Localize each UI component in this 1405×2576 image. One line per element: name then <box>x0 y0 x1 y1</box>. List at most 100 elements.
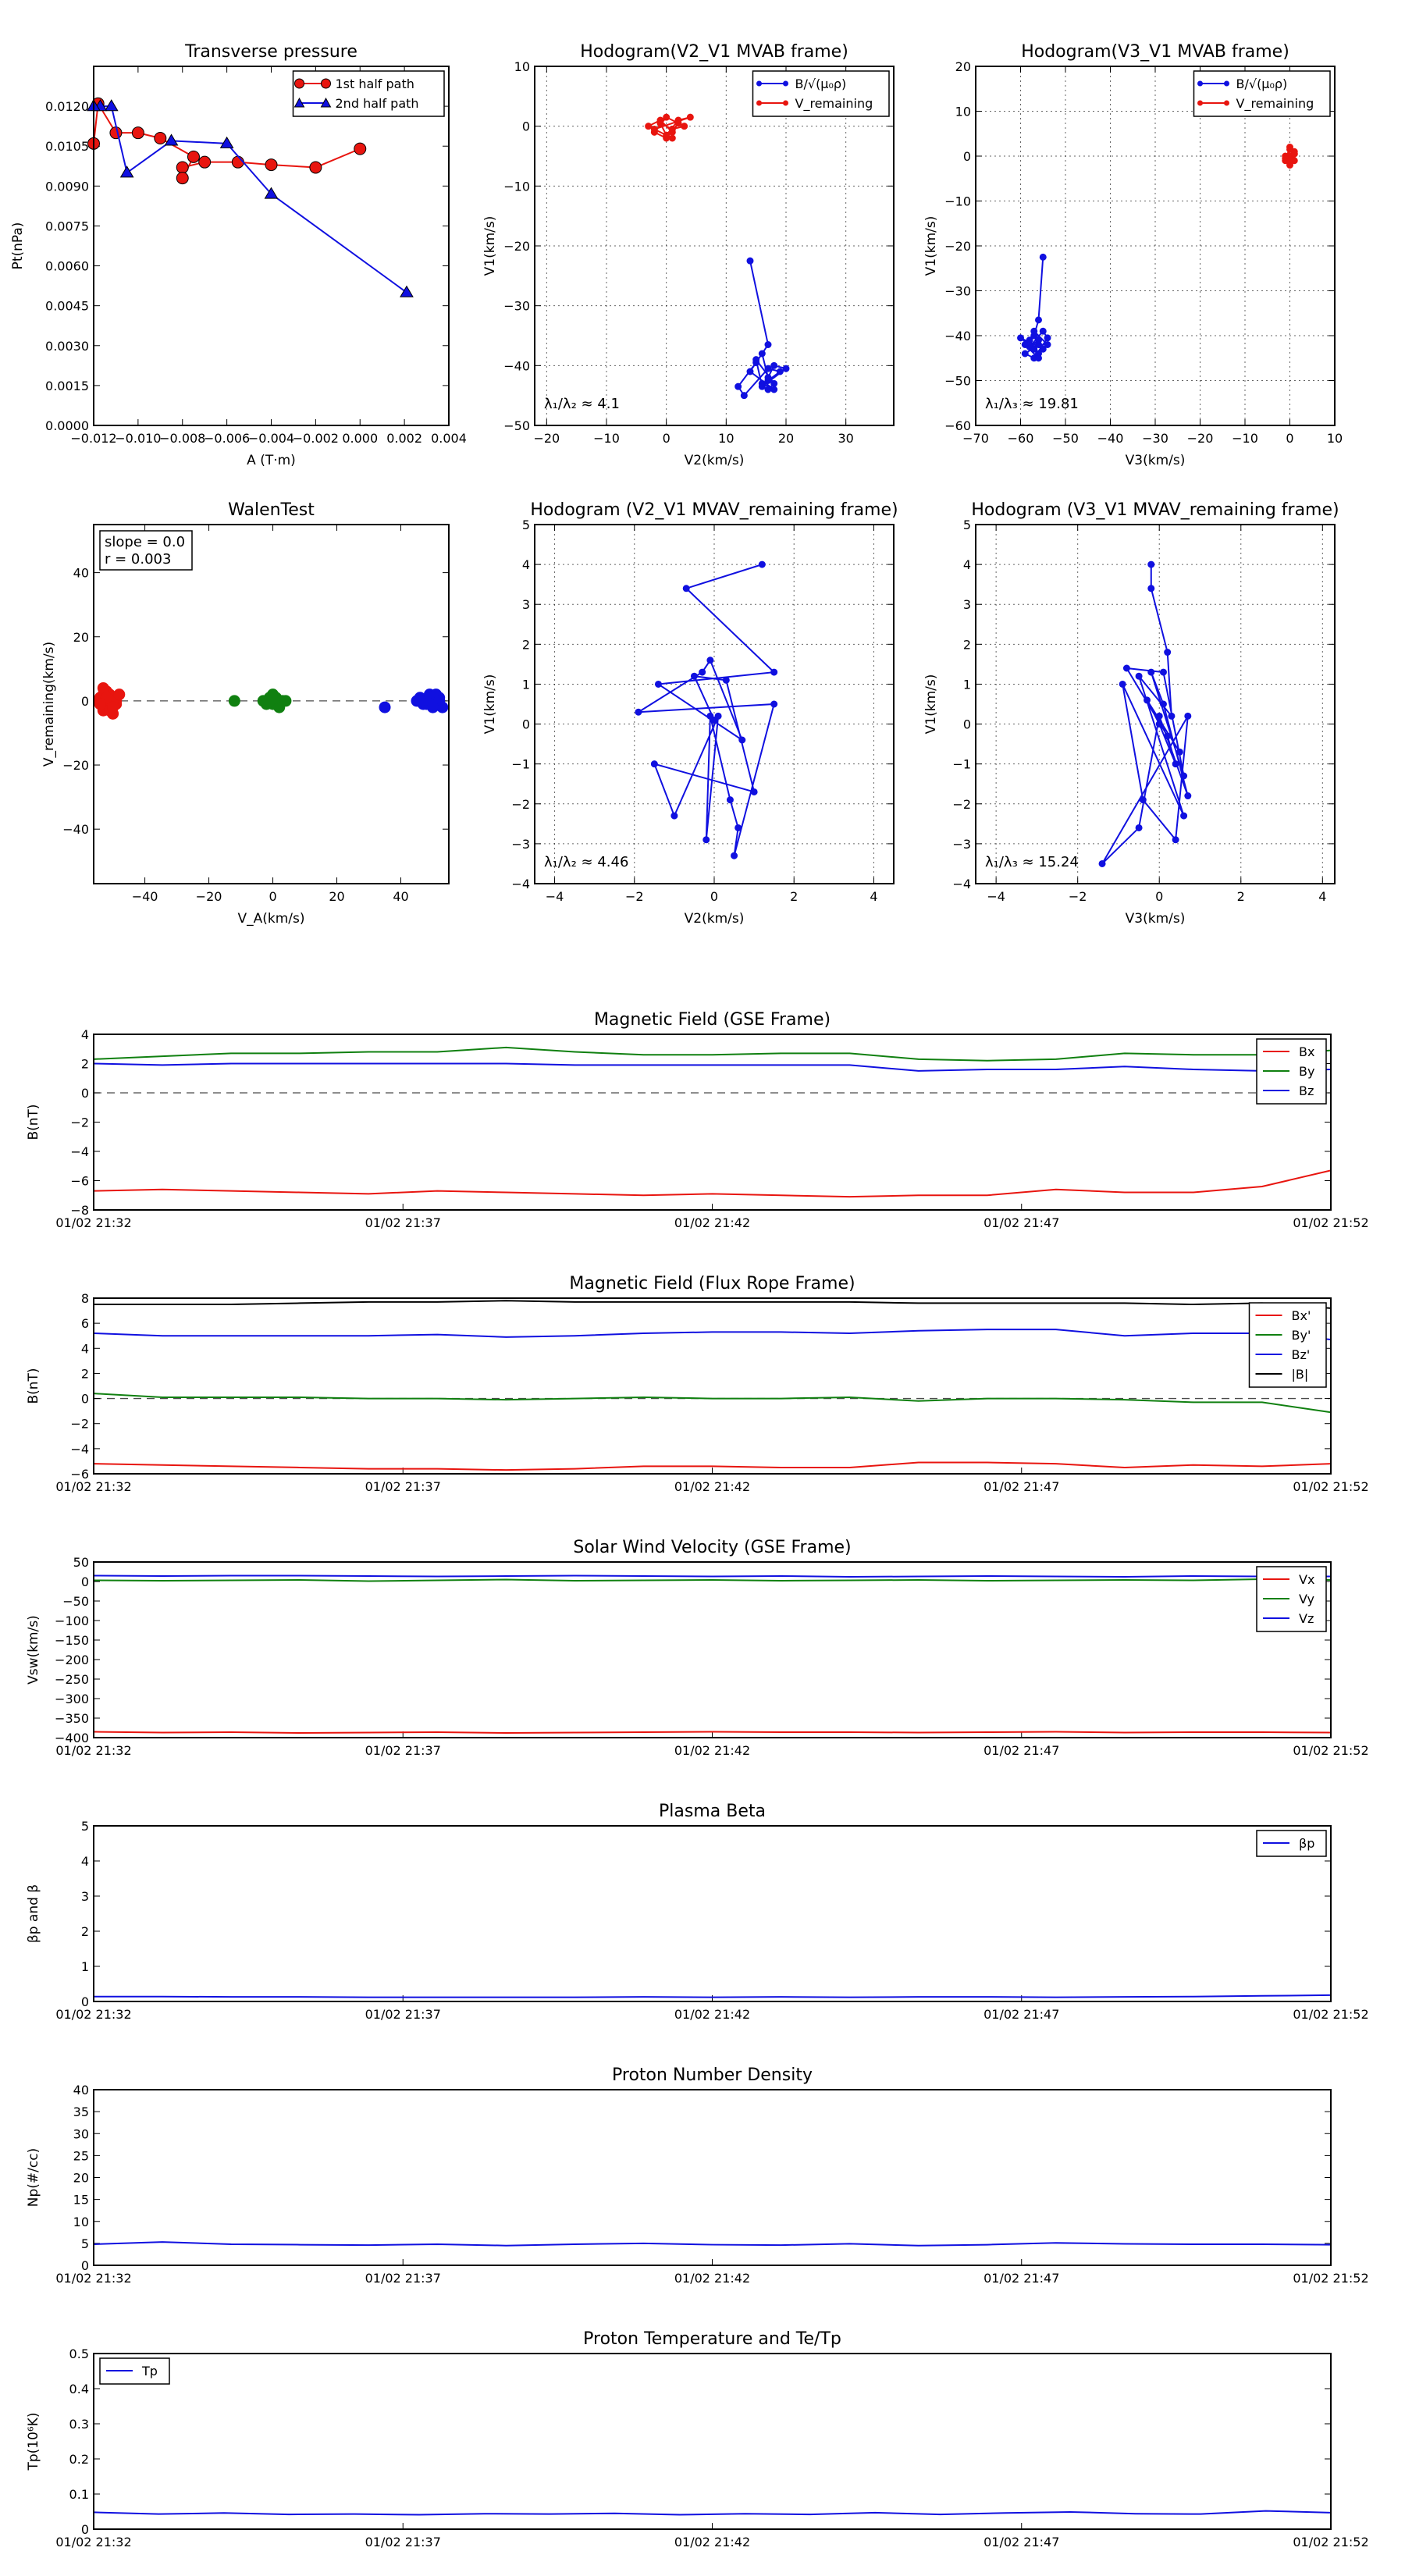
data-point <box>663 113 670 121</box>
series-B/√(μ₀ρ) <box>735 257 790 400</box>
legend-marker <box>1224 80 1229 87</box>
legend: B/√(μ₀ρ) V_remaining <box>752 70 890 117</box>
x-tick-label: 01/02 21:52 <box>1293 2271 1368 2286</box>
y-tick-label: −40 <box>62 822 89 837</box>
series-line <box>93 1574 1331 1578</box>
legend-marker <box>783 80 788 87</box>
chart-title: Proton Temperature and Te/Tp <box>583 2329 841 2349</box>
x-tick-label: 01/02 21:42 <box>674 2007 750 2022</box>
y-tick-label: 20 <box>73 630 89 645</box>
data-point <box>1184 712 1192 720</box>
y-tick-label: 0.5 <box>69 2347 89 2361</box>
data-point <box>1039 345 1047 353</box>
y-tick-label: −50 <box>944 374 971 389</box>
data-point <box>1017 334 1024 342</box>
data-point <box>758 382 766 390</box>
data-point <box>746 368 754 375</box>
legend-marker <box>756 80 762 87</box>
series-points <box>1098 560 1192 867</box>
axes-frame <box>534 66 895 426</box>
series-βp <box>94 1994 1332 1998</box>
series-Bz <box>93 1062 1332 1072</box>
x-tick-label: 10 <box>1327 431 1343 446</box>
x-tick-label: 0.004 <box>431 431 467 446</box>
x-tick-label: 01/02 21:37 <box>365 1743 441 1758</box>
legend-marker <box>783 100 788 106</box>
data-point <box>758 350 766 358</box>
y-tick-label: 3 <box>522 597 530 612</box>
legend-marker <box>294 78 304 89</box>
data-point <box>113 688 126 701</box>
legend-label: Vz <box>1299 1611 1314 1626</box>
y-tick-label: 0 <box>81 1392 89 1407</box>
y-tick-label: −20 <box>944 239 971 254</box>
axes-frame <box>93 2353 1332 2530</box>
eigenvalue-ratio-annotation: λ₁/λ₃ ≈ 15.24 <box>985 854 1079 870</box>
x-axis-label: V_A(km/s) <box>237 911 304 927</box>
legend-label: Vy <box>1299 1592 1314 1606</box>
y-axis-label: B(nT) <box>26 1104 41 1140</box>
legend-label: Vx <box>1299 1572 1314 1587</box>
x-tick-label: 01/02 21:32 <box>55 1743 131 1758</box>
y-tick-label: 40 <box>73 2083 89 2097</box>
x-axis-label: V3(km/s) <box>1126 911 1186 927</box>
x-tick-label: 01/02 21:52 <box>1293 1479 1368 1494</box>
x-tick-label: 01/02 21:47 <box>984 2271 1059 2286</box>
y-tick-label: 0.0000 <box>45 418 89 433</box>
data-point <box>1039 327 1047 335</box>
x-tick-label: 01/02 21:42 <box>674 2535 750 2549</box>
x-tick-label: −0.012 <box>70 431 116 446</box>
series-line <box>93 1169 1332 1198</box>
data-point <box>414 695 426 707</box>
legend-label: Bx' <box>1292 1308 1311 1323</box>
data-point <box>109 126 123 140</box>
y-tick-label: 30 <box>73 2126 89 2141</box>
x-tick-label: 01/02 21:47 <box>984 1479 1059 1494</box>
data-point <box>1026 336 1033 344</box>
data-point <box>738 736 746 744</box>
y-tick-label: −200 <box>55 1653 89 1667</box>
y-tick-label: −4 <box>70 1144 89 1159</box>
data-point <box>1172 836 1179 844</box>
y-tick-label: 0 <box>963 717 971 732</box>
x-tick-label: 01/02 21:32 <box>55 1479 131 1494</box>
x-tick-label: 01/02 21:32 <box>55 2271 131 2286</box>
series-line <box>737 260 788 397</box>
x-axis-label: A (T·m) <box>247 453 296 468</box>
chart-title: Magnetic Field (Flux Rope Frame) <box>569 1274 855 1293</box>
eigenvalue-ratio-annotation: λ₁/λ₂ ≈ 4.46 <box>544 854 628 870</box>
series-B/√(μ₀ρ) <box>1017 253 1051 362</box>
axes-frame <box>975 524 1336 884</box>
series-2nd half path <box>87 99 414 297</box>
y-tick-label: −50 <box>503 418 530 433</box>
x-tick-label: −0.010 <box>115 431 161 446</box>
y-tick-label: 0.0090 <box>45 179 89 194</box>
x-tick-label: 01/02 21:47 <box>984 2535 1059 2549</box>
x-tick-label: 01/02 21:42 <box>674 1215 750 1230</box>
legend-marker <box>1197 80 1203 87</box>
series-Vx <box>93 1731 1332 1735</box>
axes-frame <box>93 1297 1332 1475</box>
data-point <box>699 668 706 676</box>
axes-frame <box>93 66 450 426</box>
y-tick-label: −2 <box>70 1417 89 1432</box>
data-point <box>650 760 658 768</box>
y-tick-label: 6 <box>81 1316 89 1331</box>
legend-box <box>1193 70 1331 117</box>
data-point <box>663 131 670 139</box>
data-point <box>154 132 167 144</box>
y-tick-label: 0 <box>81 2522 89 2537</box>
data-point <box>264 187 279 199</box>
y-tick-label: 0.0060 <box>45 259 89 274</box>
series-Vy <box>93 1578 1332 1582</box>
data-point <box>279 695 292 707</box>
chart-hodo_rem_v3: Hodogram (V3_V1 MVAV_remaining frame) −4 −… <box>923 500 1339 927</box>
data-point <box>686 113 694 121</box>
x-tick-label: −10 <box>593 431 620 446</box>
data-point <box>1286 145 1293 153</box>
series-points <box>94 681 126 720</box>
y-tick-label: 4 <box>81 1027 89 1042</box>
y-tick-label: −3 <box>511 837 530 852</box>
chart-hodo_rem_v2: Hodogram (V2_V1 MVAV_remaining frame) −4 −… <box>482 500 898 927</box>
data-point <box>1286 157 1293 165</box>
